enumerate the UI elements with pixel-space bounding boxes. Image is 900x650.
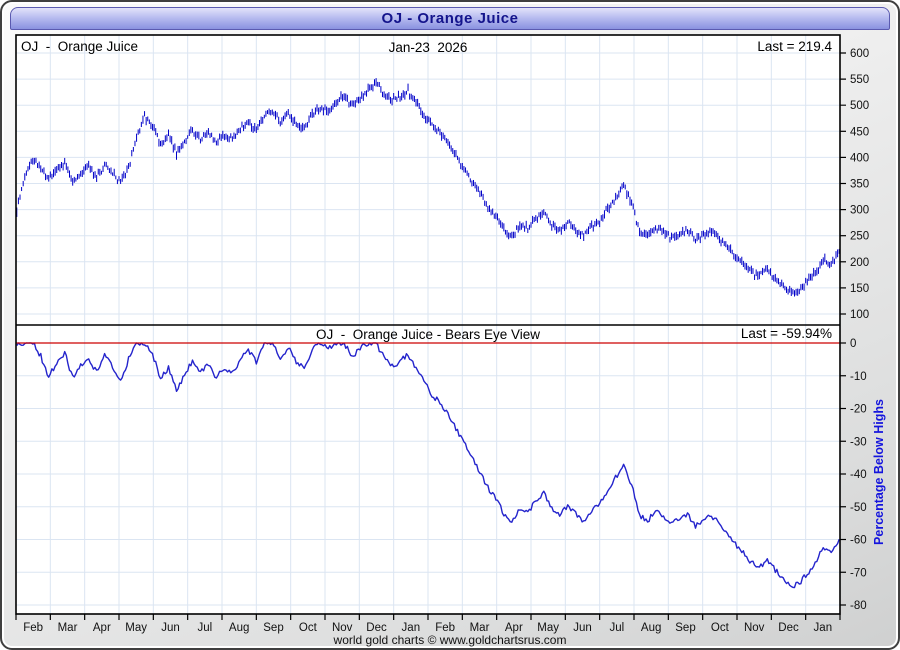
y-axis-label: -10 (850, 371, 867, 383)
y-axis-label: 300 (850, 205, 869, 217)
price-series (16, 78, 840, 297)
bears-panel-label: OJ - Orange Juice - Bears Eye View (315, 327, 541, 342)
x-axis-label: Jan (814, 622, 833, 634)
x-axis-label: Mar (470, 622, 490, 634)
y-axis-label: -60 (850, 535, 867, 547)
y-axis-label: 400 (850, 152, 869, 164)
x-axis-labels: Feb Mar Apr May Jun Jul Aug Sep Oct Nov Dec Jan Feb M… (23, 622, 832, 634)
y-axis-ticks (15, 52, 846, 620)
x-axis-label: Nov (744, 622, 765, 634)
x-axis-label: Mar (58, 622, 78, 634)
x-axis-label: Aug (641, 622, 661, 634)
price-panel-date: Jan-23 2026 (388, 40, 468, 55)
footer-credit: world gold charts © www.goldchartsrus.co… (333, 633, 567, 647)
x-axis-label: Apr (505, 622, 523, 634)
y-axis-label: -80 (850, 600, 867, 612)
x-axis-label: Nov (332, 622, 353, 634)
y-axis-label: 150 (850, 283, 869, 295)
y-axis-label: 200 (850, 257, 869, 269)
y-axis-label: -40 (850, 469, 867, 481)
x-axis-label: Oct (299, 622, 318, 634)
y-axis-label: 550 (850, 74, 869, 86)
bears-panel-last: Last = -59.94% (740, 326, 832, 341)
x-axis-label: May (125, 622, 147, 634)
y-axis-label: 450 (850, 126, 869, 138)
x-axis-label: Oct (711, 622, 730, 634)
x-axis-label: Sep (675, 622, 695, 634)
y-axis-labels: 600 550 500 450 400 350 300 250 200 150 100 0 -10 -20… (850, 48, 869, 612)
price-panel-last: Last = 219.4 (757, 39, 832, 54)
x-axis-label: Dec (366, 622, 387, 634)
x-axis-label: Jun (161, 622, 180, 634)
y-axis-label: -50 (850, 502, 867, 514)
x-axis-label: Feb (23, 622, 43, 634)
x-axis-label: May (537, 622, 559, 634)
y-axis-label: 600 (850, 48, 869, 60)
chart-title: OJ - Orange Juice (381, 10, 519, 27)
x-axis-label: Apr (93, 622, 111, 634)
y-axis-label: -30 (850, 436, 867, 448)
x-axis-label: Aug (229, 622, 249, 634)
x-axis-label: Jun (573, 622, 592, 634)
bears-axis-label: Percentage Below Highs (872, 399, 886, 545)
y-axis-label: 500 (850, 100, 869, 112)
y-axis-label: 350 (850, 179, 869, 191)
y-axis-label: -20 (850, 404, 867, 416)
y-axis-label: 100 (850, 309, 869, 321)
price-panel-label: OJ - Orange Juice (21, 39, 139, 54)
x-axis-label: Jul (609, 622, 624, 634)
y-axis-label: -70 (850, 567, 867, 579)
x-axis-label: Jan (402, 622, 421, 634)
y-axis-label: 0 (850, 338, 856, 350)
x-axis-label: Dec (778, 622, 799, 634)
title-bar: OJ - Orange Juice (10, 7, 890, 30)
x-axis-label: Jul (197, 622, 212, 634)
y-axis-label: 250 (850, 231, 869, 243)
x-axis-label: Feb (435, 622, 455, 634)
bears-line (16, 342, 840, 589)
x-axis-label: Sep (263, 622, 283, 634)
